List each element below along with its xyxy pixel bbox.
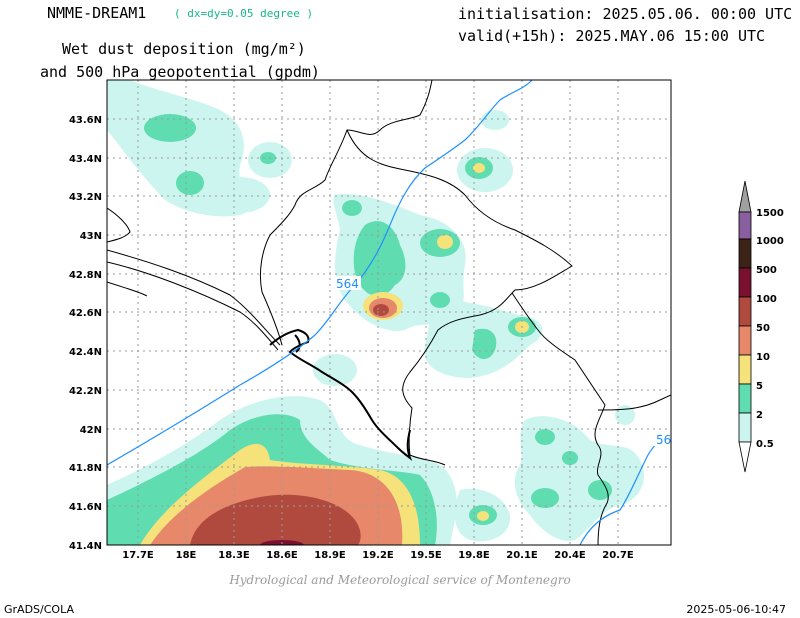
legend-swatch-50 <box>738 296 752 327</box>
lat-label: 42.4N <box>69 347 102 358</box>
coastline <box>269 328 413 461</box>
legend-label: 50 <box>756 323 770 334</box>
lat-label: 43.6N <box>69 115 102 126</box>
legend-labels: 1500 1000 500 100 50 10 5 2 0.5 <box>756 208 784 450</box>
legend-label: 0.5 <box>756 439 774 450</box>
lat-label: 41.6N <box>69 502 102 513</box>
lat-label: 42.6N <box>69 308 102 319</box>
lon-label: 19.5E <box>410 550 442 561</box>
lon-label: 20.4E <box>554 550 586 561</box>
lon-label: 18.3E <box>218 550 250 561</box>
legend-swatch-below <box>738 441 752 473</box>
deposition-field <box>107 80 644 545</box>
lat-label: 42.2N <box>69 386 102 397</box>
lon-label: 17.7E <box>122 550 154 561</box>
lon-label: 19.8E <box>458 550 490 561</box>
legend-swatch-2 <box>738 383 752 414</box>
legend-label: 1500 <box>756 208 784 219</box>
map-frame <box>106 79 672 546</box>
map-grid <box>107 80 671 545</box>
lat-label: 43.2N <box>69 192 102 203</box>
geopotential-contour <box>107 80 661 545</box>
country-borders <box>107 80 671 545</box>
legend-label: 2 <box>756 410 763 421</box>
software-label: GrADS/COLA <box>4 603 74 616</box>
legend-label: 5 <box>756 381 763 392</box>
field-title-line2: and 500 hPa geopotential (gpdm) <box>40 63 320 81</box>
legend-label: 10 <box>756 352 770 363</box>
render-timestamp: 2025-05-06-10:47 <box>686 603 786 616</box>
lat-label: 41.8N <box>69 463 102 474</box>
lat-label: 42.8N <box>69 270 102 281</box>
legend-label: 100 <box>756 294 777 305</box>
legend-swatch-500 <box>738 238 752 269</box>
initialisation-time: initialisation: 2025.05.06. 00:00 UTC <box>458 5 793 23</box>
lon-label: 19.2E <box>362 550 394 561</box>
lon-label: 18E <box>176 550 197 561</box>
legend-swatch-10 <box>738 325 752 356</box>
longitude-axis: 17.7E 18E 18.3E 18.6E 18.9E 19.2E 19.5E … <box>122 550 634 561</box>
credit-line: Hydrological and Meteorological service … <box>229 573 571 587</box>
legend-label: 500 <box>756 265 777 276</box>
latitude-axis: 43.6N 43.4N 43.2N 43N 42.8N 42.6N 42.4N … <box>69 115 102 552</box>
valid-time: valid(+15h): 2025.MAY.06 15:00 UTC <box>458 27 766 45</box>
legend-colorbar <box>738 180 752 473</box>
lon-label: 18.9E <box>314 550 346 561</box>
contour-label-564: 564 <box>336 277 359 291</box>
lat-label: 43N <box>80 231 102 242</box>
legend-swatch-1500 <box>738 180 752 213</box>
lat-label: 42N <box>80 425 102 436</box>
lon-label: 20.7E <box>602 550 634 561</box>
legend-swatch-0.5 <box>738 412 752 443</box>
lon-label: 20.1E <box>506 550 538 561</box>
model-name: NMME-DREAM1 <box>47 4 147 22</box>
field-title-line1: Wet dust deposition (mg/m²) <box>62 40 306 58</box>
lat-label: 41.4N <box>69 541 102 552</box>
model-resolution: ( dx=dy=0.05 degree ) <box>174 7 314 20</box>
lat-label: 43.4N <box>69 154 102 165</box>
contour-label-56: 56 <box>656 433 671 447</box>
legend-label: 1000 <box>756 236 784 247</box>
lon-label: 18.6E <box>266 550 298 561</box>
legend-swatch-5 <box>738 354 752 385</box>
legend-swatch-100 <box>738 267 752 298</box>
legend-swatch-1000 <box>738 211 752 240</box>
